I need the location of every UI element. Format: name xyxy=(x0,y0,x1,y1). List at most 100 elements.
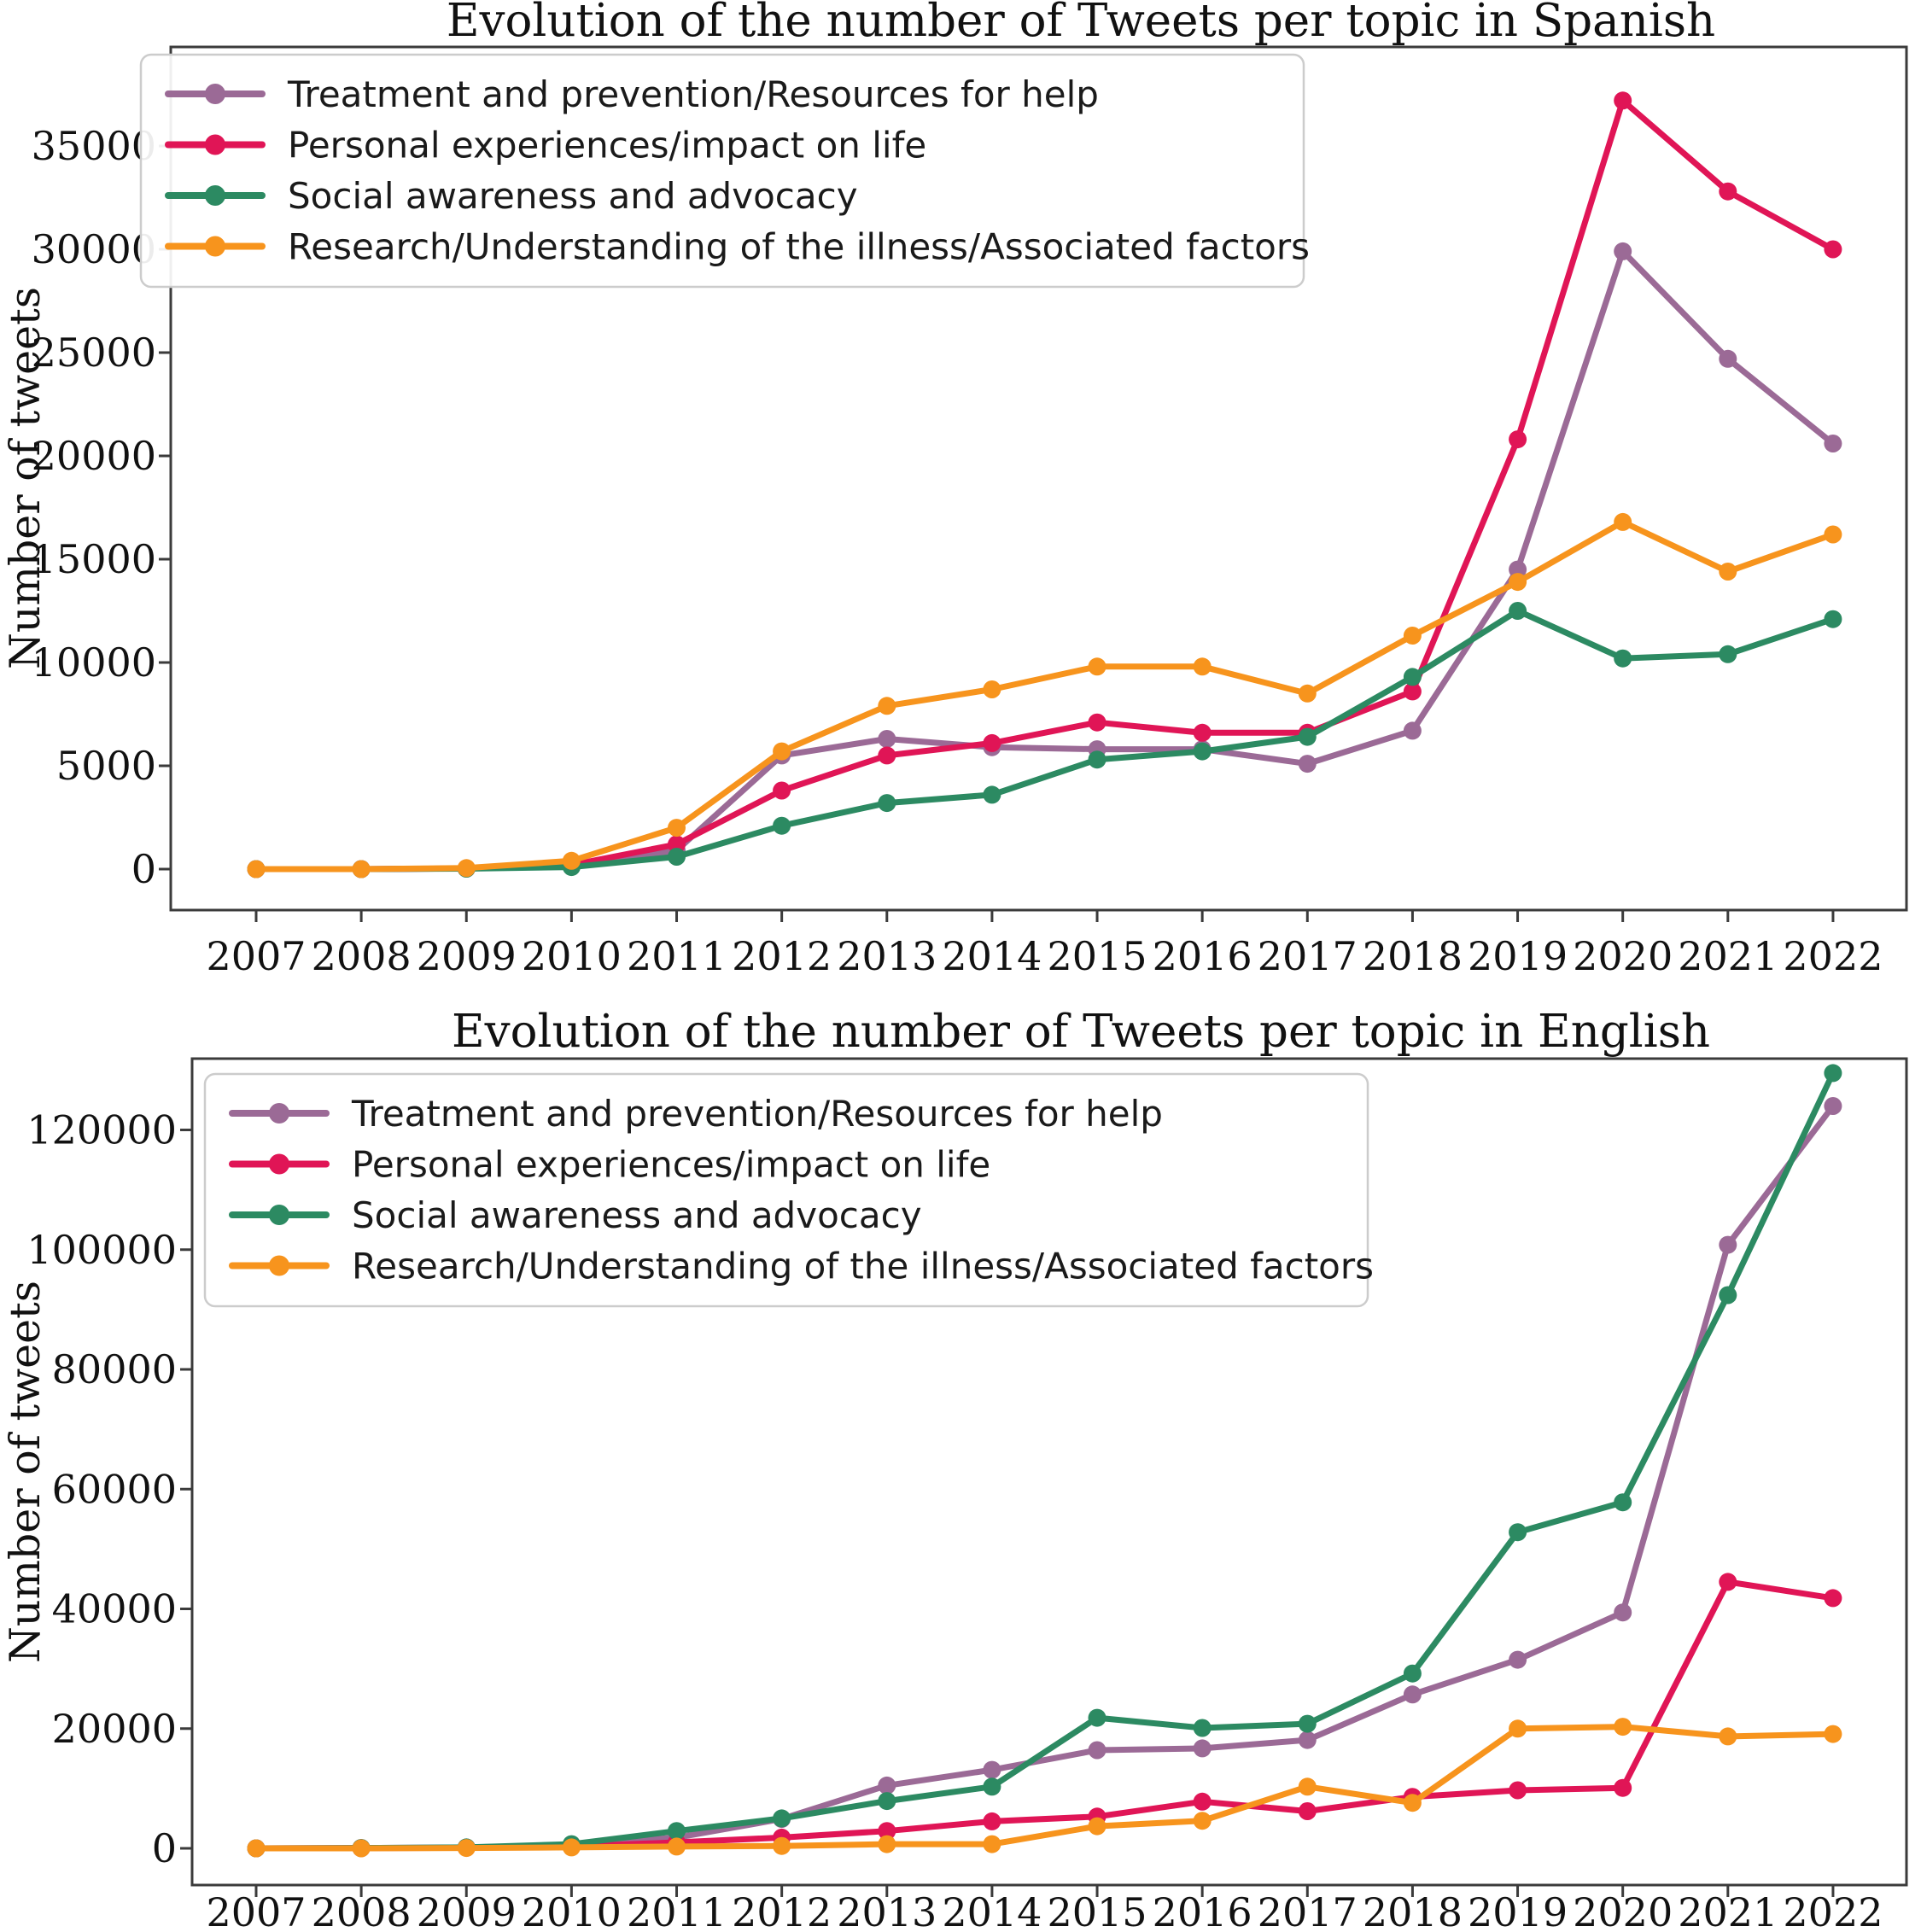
x-tick-label: 2008 xyxy=(312,1889,412,1932)
y-tick-label: 0 xyxy=(152,1825,177,1871)
y-axis-label: Number of tweets xyxy=(1,1281,50,1663)
data-point-research xyxy=(668,819,686,838)
x-tick-label: 2019 xyxy=(1468,933,1568,979)
data-point-treatment xyxy=(1719,1235,1737,1254)
chart-title: Evolution of the number of Tweets per to… xyxy=(452,1006,1710,1058)
data-point-social xyxy=(1824,1064,1842,1083)
x-tick-label: 2021 xyxy=(1678,1889,1778,1932)
data-point-personal xyxy=(1088,713,1106,732)
legend-label-treatment: Treatment and prevention/Resources for h… xyxy=(287,73,1099,115)
x-tick-label: 2013 xyxy=(837,1889,937,1932)
data-point-social xyxy=(773,1809,791,1828)
data-point-research xyxy=(457,859,476,878)
legend: Treatment and prevention/Resources for h… xyxy=(139,53,1310,289)
y-tick-label: 15000 xyxy=(32,536,156,582)
x-tick-label: 2011 xyxy=(627,1889,727,1932)
series-line-research xyxy=(253,518,1836,873)
data-point-personal xyxy=(1509,430,1527,449)
data-point-personal xyxy=(983,1812,1001,1830)
legend: Treatment and prevention/Resources for h… xyxy=(203,1072,1374,1308)
x-tick-label: 2016 xyxy=(1153,1889,1252,1932)
data-point-personal xyxy=(1614,91,1632,110)
x-tick-label: 2010 xyxy=(522,933,622,979)
data-point-research xyxy=(1719,1727,1737,1746)
x-tick-label: 2011 xyxy=(627,933,727,979)
data-point-personal xyxy=(1719,182,1737,201)
data-point-research xyxy=(1403,627,1422,645)
data-point-personal xyxy=(1719,1573,1737,1591)
legend-marker-dot-social xyxy=(205,185,225,206)
data-point-social xyxy=(773,816,791,835)
data-point-social xyxy=(1193,1719,1212,1737)
data-point-research xyxy=(1509,573,1527,592)
data-point-research xyxy=(1193,1812,1212,1830)
data-point-treatment xyxy=(1403,721,1422,740)
x-tick-label: 2019 xyxy=(1468,1889,1568,1932)
data-point-social xyxy=(1719,645,1737,663)
legend-marker-dot-research xyxy=(205,236,225,257)
data-point-social xyxy=(1509,602,1527,620)
x-tick-label: 2022 xyxy=(1783,933,1883,979)
legend-item-social: Social awareness and advocacy xyxy=(165,175,858,217)
data-point-research xyxy=(1824,1725,1842,1743)
data-point-research xyxy=(668,1837,686,1856)
data-point-social xyxy=(1298,1714,1317,1733)
data-point-social xyxy=(1193,742,1212,761)
data-point-social xyxy=(878,794,896,813)
y-tick-label: 20000 xyxy=(32,433,156,479)
legend-label-personal: Personal experiences/impact on life xyxy=(352,1144,990,1186)
data-point-personal xyxy=(1193,723,1212,742)
legend-label-social: Social awareness and advocacy xyxy=(288,175,858,217)
y-tick-label: 80000 xyxy=(52,1346,177,1392)
legend-label-personal: Personal experiences/impact on life xyxy=(288,125,926,166)
data-point-personal xyxy=(1614,1778,1632,1797)
x-tick-label: 2021 xyxy=(1678,933,1778,979)
data-point-social xyxy=(1719,1286,1737,1305)
data-point-research xyxy=(457,1839,476,1858)
data-point-treatment xyxy=(1403,1685,1422,1704)
legend-marker-dot-personal xyxy=(205,134,225,155)
data-point-social xyxy=(983,785,1001,804)
data-point-treatment xyxy=(1614,242,1632,260)
data-point-social xyxy=(878,1792,896,1811)
x-tick-label: 2013 xyxy=(837,933,937,979)
data-point-social xyxy=(1088,1708,1106,1727)
legend-marker-dot-personal xyxy=(269,1153,289,1175)
y-tick-label: 35000 xyxy=(32,123,156,169)
y-tick-label: 30000 xyxy=(32,226,156,272)
chart-spanish: Evolution of the number of Tweets per to… xyxy=(1,0,1908,979)
legend-marker-dot-treatment xyxy=(205,84,225,104)
data-point-personal xyxy=(1824,240,1842,259)
data-point-research xyxy=(878,1835,896,1853)
legend-label-research: Research/Understanding of the illness/As… xyxy=(288,226,1310,268)
data-point-treatment xyxy=(1719,349,1737,368)
y-axis-label: Number of tweets xyxy=(1,287,50,669)
legend-marker-dot-research xyxy=(269,1255,289,1276)
data-point-personal xyxy=(1193,1792,1212,1811)
data-point-personal xyxy=(668,835,686,854)
data-point-personal xyxy=(1824,1589,1842,1608)
data-point-social xyxy=(668,1822,686,1841)
plot-border xyxy=(190,1057,1908,1887)
y-tick-label: 10000 xyxy=(32,639,156,686)
data-point-research xyxy=(1193,657,1212,676)
data-point-social xyxy=(1614,649,1632,668)
x-tick-label: 2015 xyxy=(1048,933,1147,979)
legend-marker-dot-social xyxy=(269,1205,289,1225)
legend-item-personal: Personal experiences/impact on life xyxy=(229,1144,990,1186)
data-point-treatment xyxy=(1298,1731,1317,1749)
legend-label-research: Research/Understanding of the illness/As… xyxy=(352,1246,1374,1287)
data-point-research xyxy=(1298,1777,1317,1796)
data-point-research xyxy=(1509,1719,1527,1738)
data-point-social xyxy=(668,848,686,866)
data-point-research xyxy=(1088,1817,1106,1836)
x-tick-label: 2014 xyxy=(942,1889,1042,1932)
data-point-research xyxy=(352,860,371,878)
x-tick-label: 2008 xyxy=(312,933,412,979)
data-point-personal xyxy=(1403,682,1422,701)
data-point-social xyxy=(983,1777,1001,1796)
data-point-personal xyxy=(773,781,791,800)
data-point-treatment xyxy=(1824,1097,1842,1115)
chart-english: Evolution of the number of Tweets per to… xyxy=(1,1006,1908,1932)
